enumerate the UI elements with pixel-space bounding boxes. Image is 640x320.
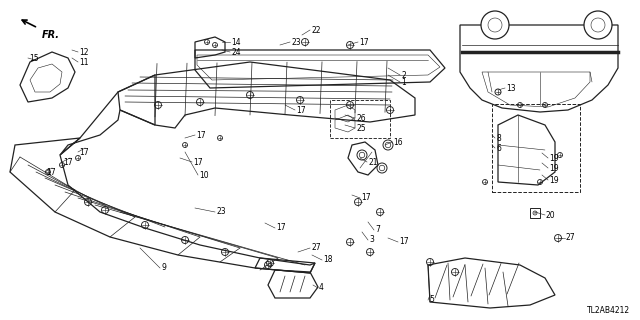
Text: 3: 3 <box>369 236 374 244</box>
Text: 11: 11 <box>79 58 88 67</box>
Text: 14: 14 <box>231 37 241 46</box>
Text: 1: 1 <box>401 77 406 86</box>
Text: 8: 8 <box>496 133 500 142</box>
Text: 4: 4 <box>319 284 324 292</box>
Bar <box>530 208 540 218</box>
Text: 2: 2 <box>401 70 406 79</box>
Text: FR.: FR. <box>42 30 60 40</box>
Text: 12: 12 <box>79 47 88 57</box>
Text: TL2AB4212: TL2AB4212 <box>587 306 630 315</box>
Text: 17: 17 <box>63 157 72 166</box>
Text: 17: 17 <box>276 223 285 233</box>
Text: 21: 21 <box>368 157 378 166</box>
Text: 26: 26 <box>356 114 365 123</box>
Text: 17: 17 <box>46 167 56 177</box>
Text: 18: 18 <box>323 255 333 265</box>
Text: 10: 10 <box>199 171 209 180</box>
Text: 9: 9 <box>161 263 166 273</box>
Text: 19: 19 <box>549 154 559 163</box>
Text: 22: 22 <box>311 26 321 35</box>
Text: 17: 17 <box>399 237 408 246</box>
Text: 23: 23 <box>216 207 226 217</box>
Text: 19: 19 <box>549 164 559 172</box>
Text: 17: 17 <box>196 131 205 140</box>
Bar <box>330 100 390 138</box>
Text: 7: 7 <box>375 226 380 235</box>
Text: 24: 24 <box>231 47 241 57</box>
Text: 19: 19 <box>549 175 559 185</box>
Circle shape <box>481 11 509 39</box>
Text: 17: 17 <box>79 148 88 156</box>
Text: 17: 17 <box>359 37 369 46</box>
Text: 6: 6 <box>496 143 501 153</box>
Text: 25: 25 <box>356 124 365 132</box>
Bar <box>492 104 580 192</box>
Text: 15: 15 <box>29 53 38 62</box>
Text: 5: 5 <box>429 295 434 305</box>
Text: 13: 13 <box>506 84 516 92</box>
Text: 27: 27 <box>566 234 575 243</box>
Text: 16: 16 <box>393 138 403 147</box>
Text: 27: 27 <box>311 244 321 252</box>
Text: 17: 17 <box>361 194 371 203</box>
Text: 23: 23 <box>291 37 301 46</box>
Circle shape <box>584 11 612 39</box>
Text: 17: 17 <box>296 106 306 115</box>
Text: 17: 17 <box>193 157 203 166</box>
Text: 20: 20 <box>546 211 556 220</box>
